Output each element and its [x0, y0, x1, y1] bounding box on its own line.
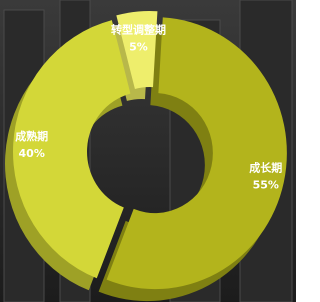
slice-label: 转型调整期: [111, 23, 166, 37]
slice-label: 成长期: [249, 161, 282, 175]
slice-value: 55%: [253, 179, 279, 192]
slice-value: 5%: [129, 41, 148, 54]
slice-value: 40%: [19, 147, 45, 160]
slice-label: 成熟期: [15, 129, 48, 143]
chart: 成长期 55% 成熟期 40% 转型调整期 5%: [0, 0, 296, 302]
